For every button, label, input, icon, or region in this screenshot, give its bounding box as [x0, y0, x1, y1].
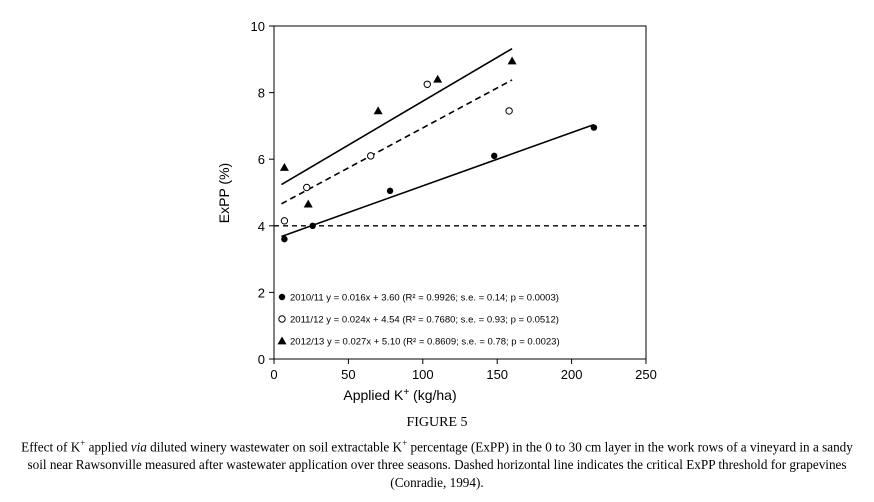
data-point-2010-11: [590, 124, 598, 131]
data-point-2012-13: [507, 56, 517, 65]
data-points-layer: [279, 56, 598, 243]
chart: 0 50 100 150 200 250 0 2 4 6 8 10 2010/11 y = 0.016…: [216, 19, 657, 403]
data-point-2011-12: [367, 152, 375, 160]
x-tick-label: 100: [412, 367, 434, 382]
data-point-2012-13: [303, 199, 313, 208]
x-tick-label: 150: [486, 367, 508, 382]
y-tick-label: 10: [251, 19, 265, 34]
data-point-2012-13: [433, 74, 443, 83]
trendline-2010-11: [281, 123, 595, 238]
data-point-2011-12: [423, 80, 431, 88]
x-tick-label: 250: [635, 367, 657, 382]
legend: 2010/11 y = 0.016x + 3.60 (R² = 0.9926; …: [277, 293, 560, 348]
data-point-2012-13: [279, 163, 289, 171]
data-point-2010-11: [491, 152, 498, 160]
y-axis-title: ExPP (%): [216, 163, 232, 223]
plot-frame: [273, 25, 647, 360]
x-tick-label: 0: [270, 367, 277, 382]
trendline-layer: [281, 47, 595, 238]
legend-label-2010-11: 2010/11 y = 0.016x + 3.60 (R² = 0.9926; …: [290, 293, 559, 304]
y-tick-label: 4: [258, 219, 265, 234]
y-tick-label: 6: [258, 152, 265, 167]
data-point-2010-11: [386, 187, 394, 195]
x-tick-label: 200: [561, 367, 583, 382]
y-tick-label: 8: [258, 86, 265, 101]
y-tick-label: 0: [258, 352, 265, 367]
trendline-2011-12: [281, 79, 513, 205]
x-tick-label: 50: [341, 367, 355, 382]
axes: 0 50 100 150 200 250 0 2 4 6 8 10: [251, 19, 657, 382]
data-point-2011-12: [280, 217, 289, 225]
x-axis-title: Applied K+ (kg/ha): [343, 387, 456, 403]
legend-label-2011-12: 2011/12 y = 0.024x + 4.54 (R² = 0.7680; …: [290, 315, 559, 326]
data-point-2011-12: [505, 107, 513, 115]
data-point-2010-11: [281, 235, 288, 243]
data-point-2012-13: [373, 106, 383, 115]
data-point-2010-11: [309, 222, 316, 229]
legend-marker-2012-13: [277, 336, 287, 345]
legend-marker-2011-12: [278, 315, 286, 323]
trendline-2012-13: [281, 47, 513, 186]
legend-label-2012-13: 2012/13 y = 0.027x + 5.10 (R² = 0.8609; …: [290, 337, 560, 348]
data-point-2011-12: [303, 183, 311, 192]
figure-caption: Effect of K+ applied via diluted winery …: [21, 438, 853, 491]
figure-label: FIGURE 5: [406, 415, 468, 430]
legend-marker-2010-11: [278, 293, 286, 301]
y-tick-label: 2: [258, 285, 265, 300]
